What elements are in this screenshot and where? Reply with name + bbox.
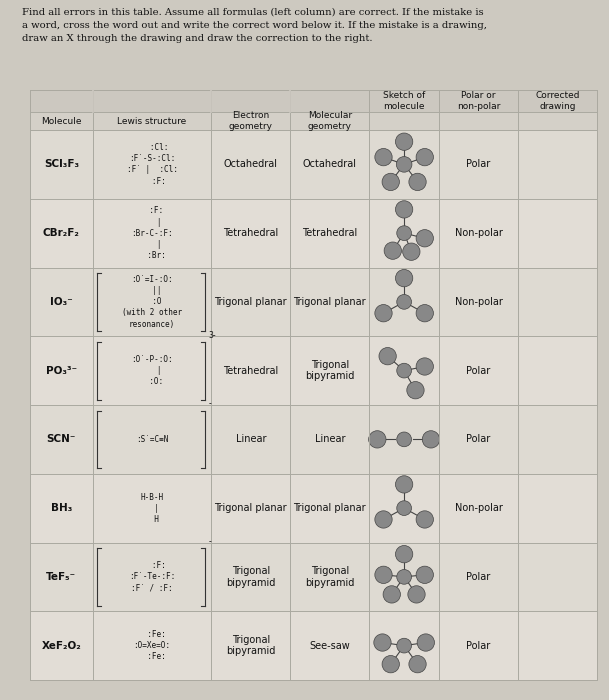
Circle shape xyxy=(416,358,434,375)
Bar xyxy=(30,267,597,336)
Circle shape xyxy=(397,500,412,515)
Circle shape xyxy=(409,173,426,190)
Text: Electron
geometry: Electron geometry xyxy=(229,111,273,131)
Circle shape xyxy=(395,270,413,287)
Text: Octahedral: Octahedral xyxy=(224,160,278,169)
Bar xyxy=(30,611,597,680)
Circle shape xyxy=(395,545,413,563)
Text: XeF₂O₂: XeF₂O₂ xyxy=(41,640,81,650)
Text: CBr₂F₂: CBr₂F₂ xyxy=(43,228,80,238)
Text: Trigonal planar: Trigonal planar xyxy=(214,503,287,513)
Text: 3-: 3- xyxy=(208,331,216,340)
Circle shape xyxy=(382,655,400,673)
Text: Linear: Linear xyxy=(236,435,266,444)
Circle shape xyxy=(395,201,413,218)
Text: Molecule: Molecule xyxy=(41,116,82,125)
Text: :Fe:
:O=Xe=O:
  :Fe:: :Fe: :O=Xe=O: :Fe: xyxy=(133,630,171,662)
Circle shape xyxy=(396,157,412,172)
Circle shape xyxy=(408,586,425,603)
Circle shape xyxy=(416,148,434,166)
Text: -: - xyxy=(208,400,211,409)
Circle shape xyxy=(416,304,434,322)
Circle shape xyxy=(397,295,412,309)
Circle shape xyxy=(422,430,440,448)
Text: Polar: Polar xyxy=(466,572,491,582)
Text: Polar: Polar xyxy=(466,640,491,650)
Text: SCN⁻: SCN⁻ xyxy=(47,435,76,444)
Text: SCl₃F₃: SCl₃F₃ xyxy=(44,160,79,169)
Text: Lewis structure: Lewis structure xyxy=(118,116,186,125)
Circle shape xyxy=(397,432,412,447)
Circle shape xyxy=(397,638,412,653)
Text: :Cl:
:Ḟ-S-:Cl:
:Ḟ |  :Cl:
   :F:: :Cl: :Ḟ-S-:Cl: :Ḟ | :Cl: :F: xyxy=(127,144,177,186)
Circle shape xyxy=(417,634,434,651)
Text: Corrected
drawing: Corrected drawing xyxy=(535,91,580,111)
Text: Polar: Polar xyxy=(466,365,491,376)
Text: Tetrahedral: Tetrahedral xyxy=(223,228,278,238)
Text: Non-polar: Non-polar xyxy=(454,228,502,238)
Text: :F:
   |
:Br-C-:F:
   |
  :Br:: :F: | :Br-C-:F: | :Br: xyxy=(131,206,173,260)
Bar xyxy=(30,112,597,130)
Circle shape xyxy=(397,226,412,241)
Text: TeF₅⁻: TeF₅⁻ xyxy=(46,572,77,582)
Bar xyxy=(30,542,597,611)
Bar xyxy=(30,130,597,199)
Text: Polar: Polar xyxy=(466,435,491,444)
Bar xyxy=(30,405,597,474)
Circle shape xyxy=(403,243,420,260)
Text: See-saw: See-saw xyxy=(309,640,350,650)
Circle shape xyxy=(375,566,392,584)
Circle shape xyxy=(382,173,400,190)
Text: :Ṡ=C≡N: :Ṡ=C≡N xyxy=(136,435,168,444)
Circle shape xyxy=(375,148,392,166)
Circle shape xyxy=(384,242,401,259)
Text: Tetrahedral: Tetrahedral xyxy=(223,365,278,376)
Circle shape xyxy=(375,511,392,528)
Circle shape xyxy=(416,566,434,584)
Text: Trigonal
bipyramid: Trigonal bipyramid xyxy=(305,360,354,382)
Circle shape xyxy=(416,230,434,247)
Text: Octahedral: Octahedral xyxy=(303,160,357,169)
Text: Trigonal planar: Trigonal planar xyxy=(294,297,366,307)
Bar xyxy=(30,474,597,542)
Bar xyxy=(30,90,597,112)
Bar xyxy=(30,336,597,405)
Circle shape xyxy=(395,133,413,150)
Text: Non-polar: Non-polar xyxy=(454,297,502,307)
Text: Polar: Polar xyxy=(466,160,491,169)
Text: Polar or
non-polar: Polar or non-polar xyxy=(457,91,500,111)
Text: Molecular
geometry: Molecular geometry xyxy=(308,111,352,131)
Bar xyxy=(30,199,597,267)
Text: Non-polar: Non-polar xyxy=(454,503,502,513)
Text: Trigonal
bipyramid: Trigonal bipyramid xyxy=(226,635,275,657)
Circle shape xyxy=(416,511,434,528)
Text: Sketch of
molecule: Sketch of molecule xyxy=(383,91,425,111)
Text: Find all errors in this table. Assume all formulas (left column) are correct. If: Find all errors in this table. Assume al… xyxy=(22,8,487,43)
Text: Trigonal
bipyramid: Trigonal bipyramid xyxy=(305,566,354,588)
Text: -: - xyxy=(208,537,211,546)
Circle shape xyxy=(374,634,391,651)
Text: Linear: Linear xyxy=(314,435,345,444)
Circle shape xyxy=(379,347,396,365)
Text: Trigonal
bipyramid: Trigonal bipyramid xyxy=(226,566,275,588)
Bar xyxy=(30,90,597,680)
Text: BH₃: BH₃ xyxy=(51,503,72,513)
Circle shape xyxy=(395,476,413,493)
Circle shape xyxy=(397,363,412,378)
Circle shape xyxy=(409,655,426,673)
Circle shape xyxy=(407,382,424,399)
Text: Tetrahedral: Tetrahedral xyxy=(302,228,357,238)
Text: Trigonal planar: Trigonal planar xyxy=(214,297,287,307)
Circle shape xyxy=(383,586,400,603)
Circle shape xyxy=(375,304,392,322)
Text: Trigonal planar: Trigonal planar xyxy=(294,503,366,513)
Text: :Ȯ-P-:O:
   |
  :O:: :Ȯ-P-:O: | :O: xyxy=(131,355,173,386)
Text: PO₃³⁻: PO₃³⁻ xyxy=(46,365,77,376)
Text: :Ȯ=I-:O:
  ||
  :O
(with 2 other
resonance): :Ȯ=I-:O: || :O (with 2 other resonance) xyxy=(122,275,182,328)
Text: :F:
:Ḟ-Te-:F:
:Ḟ / :F:: :F: :Ḟ-Te-:F: :Ḟ / :F: xyxy=(129,561,175,592)
Text: H-B-H
  |
  H: H-B-H | H xyxy=(141,493,164,524)
Circle shape xyxy=(397,570,412,584)
Circle shape xyxy=(368,430,386,448)
Text: IO₃⁻: IO₃⁻ xyxy=(50,297,72,307)
